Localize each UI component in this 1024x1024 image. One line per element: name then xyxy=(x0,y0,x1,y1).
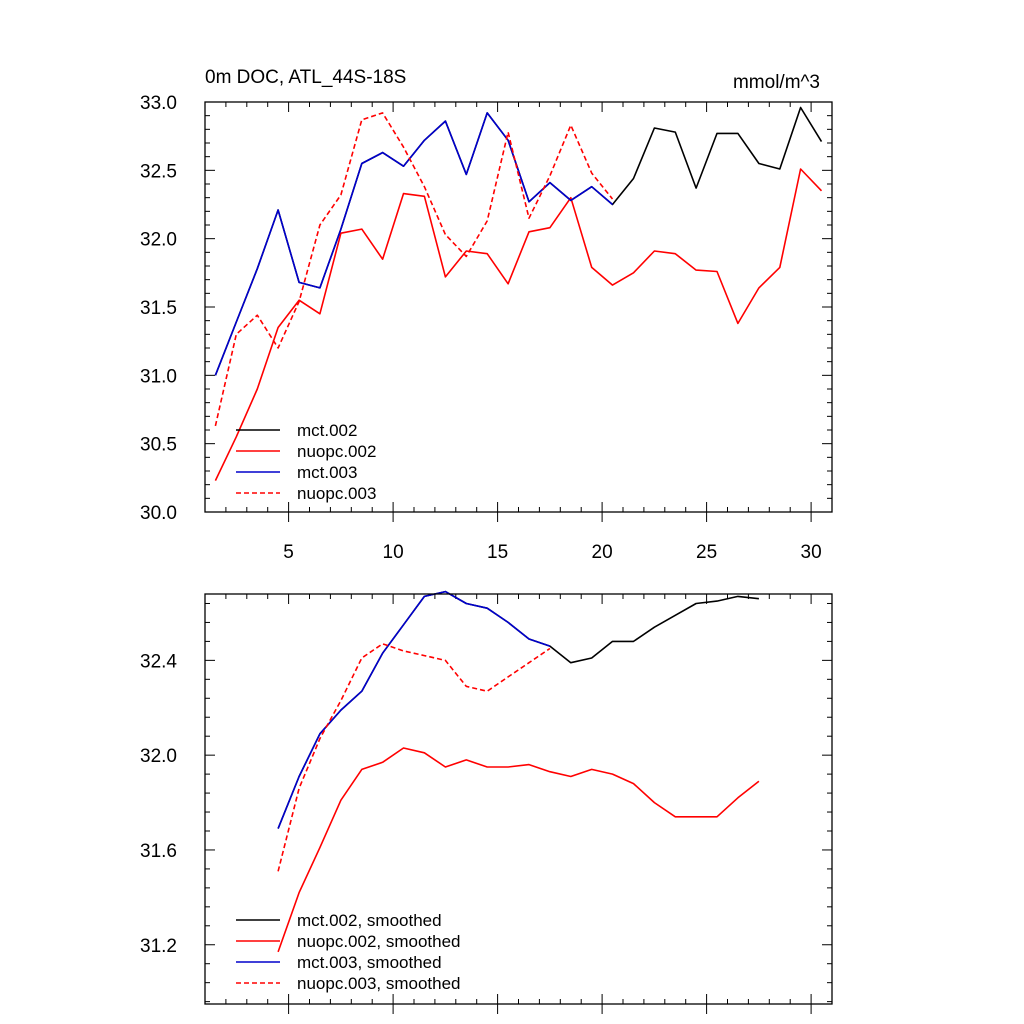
y-tick-label: 31.6 xyxy=(140,841,177,862)
series-line xyxy=(277,642,551,872)
y-tick-label: 32.0 xyxy=(140,230,177,251)
series-line xyxy=(214,112,614,376)
legend-label: nuopc.002 xyxy=(297,442,376,461)
units-label: mmol/m^3 xyxy=(733,72,820,93)
top-chart-ticks: 5 10 15 20 25 30 30.0 30.5 31.0 31.5 32.0 32.5 33.0 xyxy=(140,93,832,563)
x-tick-label: 15 xyxy=(487,542,508,563)
series-line xyxy=(214,106,823,376)
x-tick-label: 30 xyxy=(801,542,822,563)
x-tick-label: 5 xyxy=(283,542,294,563)
legend-label: nuopc.003 xyxy=(297,484,376,503)
series-line xyxy=(277,590,551,829)
series-line xyxy=(214,168,823,481)
chart-title: 0m DOC, ATL_44S-18S xyxy=(205,67,406,88)
series-line xyxy=(277,747,760,953)
x-tick-label: 25 xyxy=(696,542,717,563)
legend-label: mct.003 xyxy=(297,463,357,482)
y-tick-label: 32.4 xyxy=(140,651,177,672)
y-tick-label: 32.0 xyxy=(140,746,177,767)
x-tick-label: 20 xyxy=(592,542,613,563)
top-chart-legend: mct.002 nuopc.002 mct.003 nuopc.003 xyxy=(236,421,376,503)
y-tick-label: 32.5 xyxy=(140,161,177,182)
top-plot-frame xyxy=(204,101,833,513)
series-line xyxy=(214,112,614,427)
legend-label: mct.002, smoothed xyxy=(297,911,442,930)
bottom-chart-panel: 31.2 31.6 32.0 32.4 mct.002, smoothed nuopc.… xyxy=(140,590,833,1014)
bottom-chart-ticks: 31.2 31.6 32.0 32.4 xyxy=(140,594,832,1014)
y-tick-label: 31.2 xyxy=(140,936,177,957)
top-chart-panel: 0m DOC, ATL_44S-18S mmol/m^3 5 10 15 20 25 30… xyxy=(140,67,833,563)
series-line xyxy=(277,590,759,829)
y-tick-label: 31.5 xyxy=(140,298,177,319)
y-tick-label: 30.0 xyxy=(140,503,177,524)
legend-label: nuopc.003, smoothed xyxy=(297,974,461,993)
bottom-plot-frame xyxy=(204,593,833,1005)
top-chart-lines xyxy=(214,106,823,481)
legend-label: mct.003, smoothed xyxy=(297,953,442,972)
legend-label: nuopc.002, smoothed xyxy=(297,932,461,951)
y-tick-label: 33.0 xyxy=(140,93,177,114)
bottom-chart-legend: mct.002, smoothed nuopc.002, smoothed mct.… xyxy=(236,911,461,993)
y-tick-label: 31.0 xyxy=(140,366,177,387)
x-tick-label: 10 xyxy=(383,542,404,563)
bottom-chart-lines xyxy=(277,590,760,953)
legend-label: mct.002 xyxy=(297,421,357,440)
y-tick-label: 30.5 xyxy=(140,435,177,456)
